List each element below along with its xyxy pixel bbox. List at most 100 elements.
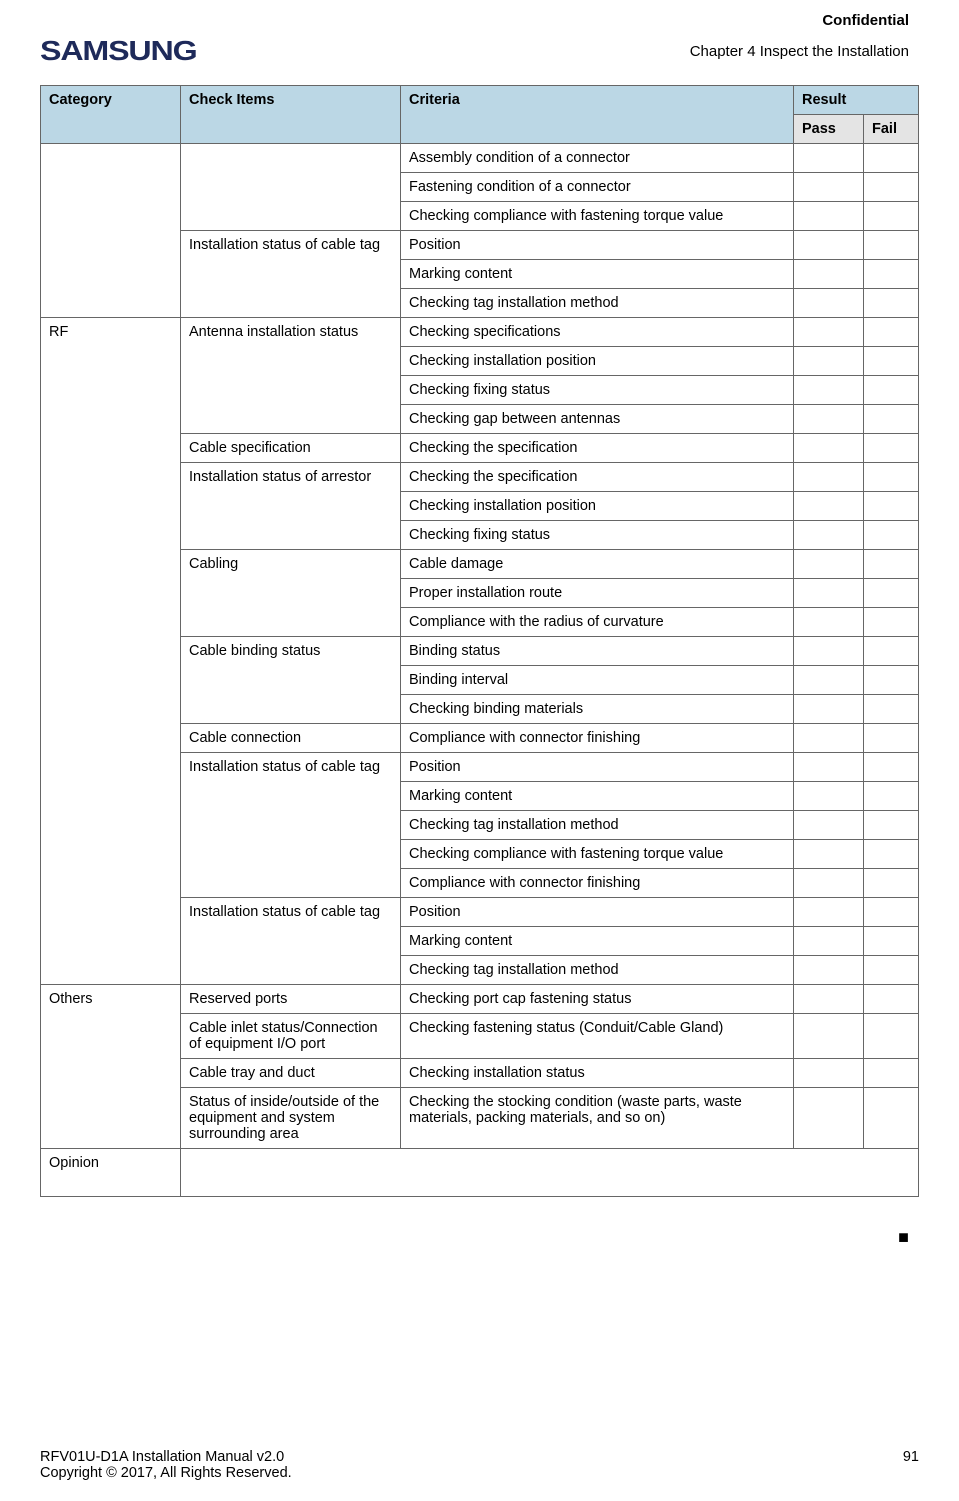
cell-criteria: Marking content xyxy=(401,782,794,811)
cell-fail xyxy=(864,985,919,1014)
cell-fail xyxy=(864,405,919,434)
cell-criteria: Position xyxy=(401,753,794,782)
cell-pass xyxy=(794,985,864,1014)
cell-criteria: Fastening condition of a connector xyxy=(401,173,794,202)
cell-pass xyxy=(794,202,864,231)
cell-criteria: Checking installation position xyxy=(401,347,794,376)
cell-fail xyxy=(864,811,919,840)
th-fail: Fail xyxy=(864,115,919,144)
cell-pass xyxy=(794,173,864,202)
table-row: OthersReserved portsChecking port cap fa… xyxy=(41,985,919,1014)
cell-criteria: Checking tag installation method xyxy=(401,811,794,840)
cell-criteria: Checking the specification xyxy=(401,463,794,492)
cell-opinion xyxy=(181,1149,919,1197)
cell-pass xyxy=(794,840,864,869)
cell-fail xyxy=(864,1088,919,1149)
cell-fail xyxy=(864,1014,919,1059)
cell-check-item: Installation status of arrestor xyxy=(181,463,401,550)
cell-fail xyxy=(864,231,919,260)
cell-fail xyxy=(864,666,919,695)
cell-criteria: Checking compliance with fastening torqu… xyxy=(401,202,794,231)
cell-check-item: Status of inside/outside of the equipmen… xyxy=(181,1088,401,1149)
cell-criteria: Checking tag installation method xyxy=(401,956,794,985)
cell-fail xyxy=(864,260,919,289)
cell-category xyxy=(41,144,181,318)
cell-pass xyxy=(794,666,864,695)
cell-pass xyxy=(794,1014,864,1059)
cell-pass xyxy=(794,318,864,347)
cell-criteria: Checking specifications xyxy=(401,318,794,347)
cell-check-item: Installation status of cable tag xyxy=(181,753,401,898)
cell-fail xyxy=(864,173,919,202)
cell-check-item: Cable specification xyxy=(181,434,401,463)
cell-criteria: Checking tag installation method xyxy=(401,289,794,318)
cell-check-item: Installation status of cable tag xyxy=(181,898,401,985)
table-row: Opinion xyxy=(41,1149,919,1197)
cell-criteria: Binding interval xyxy=(401,666,794,695)
cell-fail xyxy=(864,347,919,376)
cell-criteria: Marking content xyxy=(401,260,794,289)
cell-pass xyxy=(794,927,864,956)
cell-fail xyxy=(864,927,919,956)
cell-fail xyxy=(864,840,919,869)
cell-fail xyxy=(864,579,919,608)
cell-pass xyxy=(794,898,864,927)
cell-fail xyxy=(864,202,919,231)
cell-check-item: Antenna installation status xyxy=(181,318,401,434)
footer-page: 91 xyxy=(903,1449,919,1481)
cell-fail xyxy=(864,753,919,782)
cell-pass xyxy=(794,376,864,405)
cell-pass xyxy=(794,695,864,724)
cell-check-item: Cable inlet status/Connection of equipme… xyxy=(181,1014,401,1059)
cell-criteria: Position xyxy=(401,898,794,927)
cell-criteria: Checking the stocking condition (waste p… xyxy=(401,1088,794,1149)
cell-criteria: Checking fixing status xyxy=(401,376,794,405)
cell-criteria: Checking fixing status xyxy=(401,521,794,550)
end-marker: ■ xyxy=(40,1197,919,1248)
cell-fail xyxy=(864,376,919,405)
cell-fail xyxy=(864,637,919,666)
cell-criteria: Checking compliance with fastening torqu… xyxy=(401,840,794,869)
cell-pass xyxy=(794,608,864,637)
cell-pass xyxy=(794,144,864,173)
th-criteria: Criteria xyxy=(401,86,794,144)
cell-fail xyxy=(864,492,919,521)
cell-pass xyxy=(794,550,864,579)
cell-fail xyxy=(864,550,919,579)
th-result: Result xyxy=(794,86,919,115)
cell-pass xyxy=(794,869,864,898)
cell-category: Others xyxy=(41,985,181,1149)
cell-check-item: Reserved ports xyxy=(181,985,401,1014)
cell-criteria: Assembly condition of a connector xyxy=(401,144,794,173)
cell-pass xyxy=(794,492,864,521)
inspection-table: Category Check Items Criteria Result Pas… xyxy=(40,85,919,1197)
cell-criteria: Checking installation position xyxy=(401,492,794,521)
table-row: RFAntenna installation statusChecking sp… xyxy=(41,318,919,347)
cell-criteria: Compliance with connector finishing xyxy=(401,869,794,898)
header-row: SAMSUNG Chapter 4 Inspect the Installati… xyxy=(40,35,919,67)
cell-pass xyxy=(794,289,864,318)
cell-pass xyxy=(794,579,864,608)
cell-pass xyxy=(794,753,864,782)
cell-fail xyxy=(864,463,919,492)
cell-criteria: Checking port cap fastening status xyxy=(401,985,794,1014)
footer-copyright: Copyright © 2017, All Rights Reserved. xyxy=(40,1465,292,1481)
cell-criteria: Compliance with the radius of curvature xyxy=(401,608,794,637)
cell-fail xyxy=(864,782,919,811)
cell-pass xyxy=(794,782,864,811)
cell-criteria: Checking gap between antennas xyxy=(401,405,794,434)
cell-criteria: Checking installation status xyxy=(401,1059,794,1088)
cell-pass xyxy=(794,521,864,550)
cell-fail xyxy=(864,318,919,347)
cell-pass xyxy=(794,637,864,666)
cell-check-item xyxy=(181,144,401,231)
cell-criteria: Proper installation route xyxy=(401,579,794,608)
cell-category: RF xyxy=(41,318,181,985)
cell-criteria: Marking content xyxy=(401,927,794,956)
cell-check-item: Cable binding status xyxy=(181,637,401,724)
cell-pass xyxy=(794,434,864,463)
footer: RFV01U-D1A Installation Manual v2.0 Copy… xyxy=(40,1449,919,1481)
th-pass: Pass xyxy=(794,115,864,144)
cell-criteria: Binding status xyxy=(401,637,794,666)
table-row: Assembly condition of a connector xyxy=(41,144,919,173)
